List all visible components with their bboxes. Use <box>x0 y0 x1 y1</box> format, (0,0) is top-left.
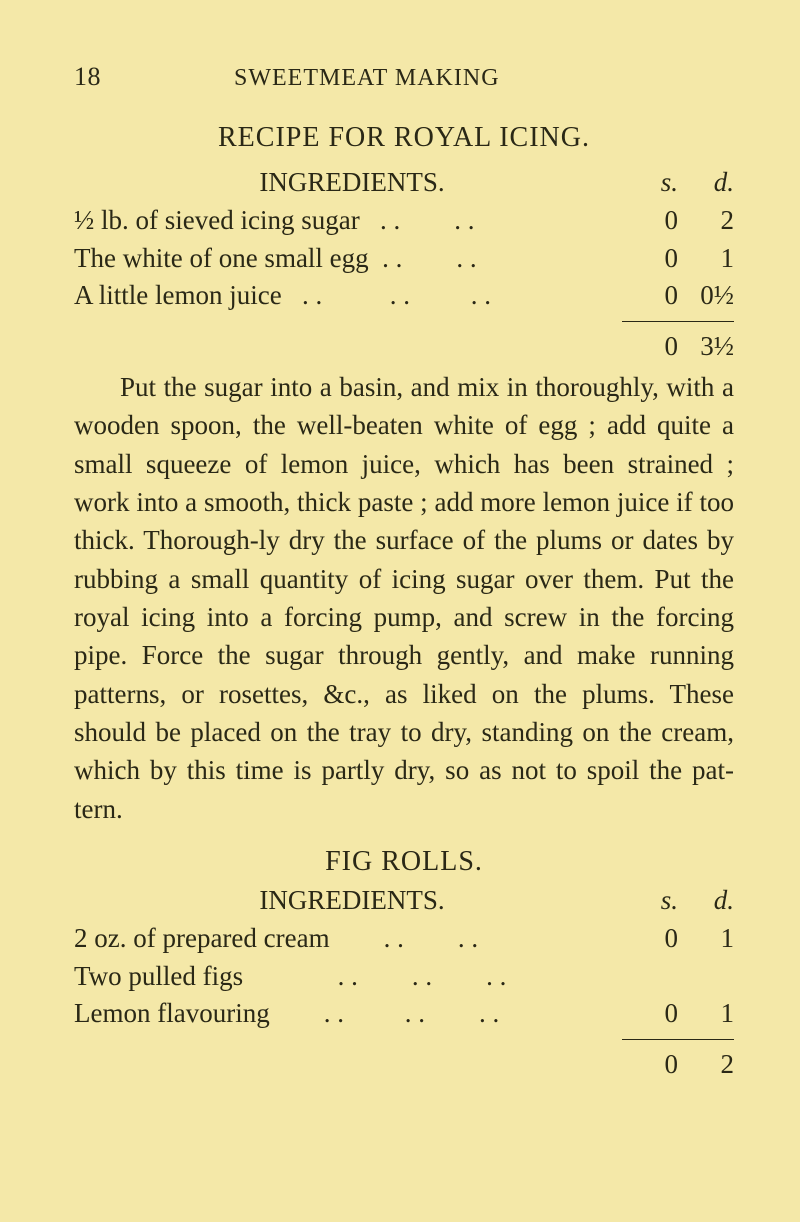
total-s: 0 <box>630 1046 678 1084</box>
ingredient-row: A little lemon juice . . . . . . 0 0½ <box>74 277 734 315</box>
ingredient-s: 0 <box>630 240 678 278</box>
ingredients-block-1: INGREDIENTS. s. d. ½ lb. of sieved icing… <box>74 164 734 366</box>
recipe-body-royal-icing: Put the sugar into a basin, and mix in t… <box>74 368 734 828</box>
col-d: d. <box>678 882 734 920</box>
col-d: d. <box>678 164 734 202</box>
page-number: 18 <box>74 62 234 92</box>
subhead-ingredients: INGREDIENTS. <box>74 164 630 202</box>
col-s: s. <box>630 882 678 920</box>
ingredient-label: Lemon flavouring . . . . . . <box>74 995 630 1033</box>
col-s: s. <box>630 164 678 202</box>
ingredient-row: Two pulled figs . . . . . . <box>74 958 734 996</box>
rule-line <box>622 321 734 322</box>
ingredient-s: 0 <box>630 995 678 1033</box>
total-row: . 0 2 <box>74 1046 734 1084</box>
header-row: 18 SWEETMEAT MAKING <box>74 62 734 92</box>
ingredient-label: The white of one small egg . . . . <box>74 240 630 278</box>
total-d: 3½ <box>678 328 734 366</box>
page: 18 SWEETMEAT MAKING RECIPE FOR ROYAL ICI… <box>0 0 800 1124</box>
ingredient-label: A little lemon juice . . . . . . <box>74 277 630 315</box>
ingredients-block-2: INGREDIENTS. s. d. 2 oz. of prepared cre… <box>74 882 734 1084</box>
ingredient-label: ½ lb. of sieved icing sugar . . . . <box>74 202 630 240</box>
total-d: 2 <box>678 1046 734 1084</box>
ingredient-label: Two pulled figs . . . . . . <box>74 958 630 996</box>
ingredient-d: 1 <box>678 995 734 1033</box>
ingredient-row: The white of one small egg . . . . 0 1 <box>74 240 734 278</box>
ingredient-s: 0 <box>630 277 678 315</box>
ingredient-d: 1 <box>678 920 734 958</box>
ingredient-d: 0½ <box>678 277 734 315</box>
ingredient-row: ½ lb. of sieved icing sugar . . . . 0 2 <box>74 202 734 240</box>
total-row: . 0 3½ <box>74 328 734 366</box>
recipe-title-fig-rolls: FIG ROLLS. <box>74 846 734 878</box>
body-text-content: Put the sugar into a basin, and mix in t… <box>74 372 734 824</box>
total-s: 0 <box>630 328 678 366</box>
ingredient-d: 1 <box>678 240 734 278</box>
running-head: SWEETMEAT MAKING <box>234 65 500 92</box>
ingredient-d: 2 <box>678 202 734 240</box>
sd-header-row: INGREDIENTS. s. d. <box>74 882 734 920</box>
ingredient-s: 0 <box>630 202 678 240</box>
ingredient-s: 0 <box>630 920 678 958</box>
rule-line <box>622 1039 734 1040</box>
recipe-title-royal-icing: RECIPE FOR ROYAL ICING. <box>74 122 734 154</box>
ingredient-label: 2 oz. of prepared cream . . . . <box>74 920 630 958</box>
ingredient-row: 2 oz. of prepared cream . . . . 0 1 <box>74 920 734 958</box>
ingredient-row: Lemon flavouring . . . . . . 0 1 <box>74 995 734 1033</box>
sd-header-row: INGREDIENTS. s. d. <box>74 164 734 202</box>
subhead-ingredients: INGREDIENTS. <box>74 882 630 920</box>
